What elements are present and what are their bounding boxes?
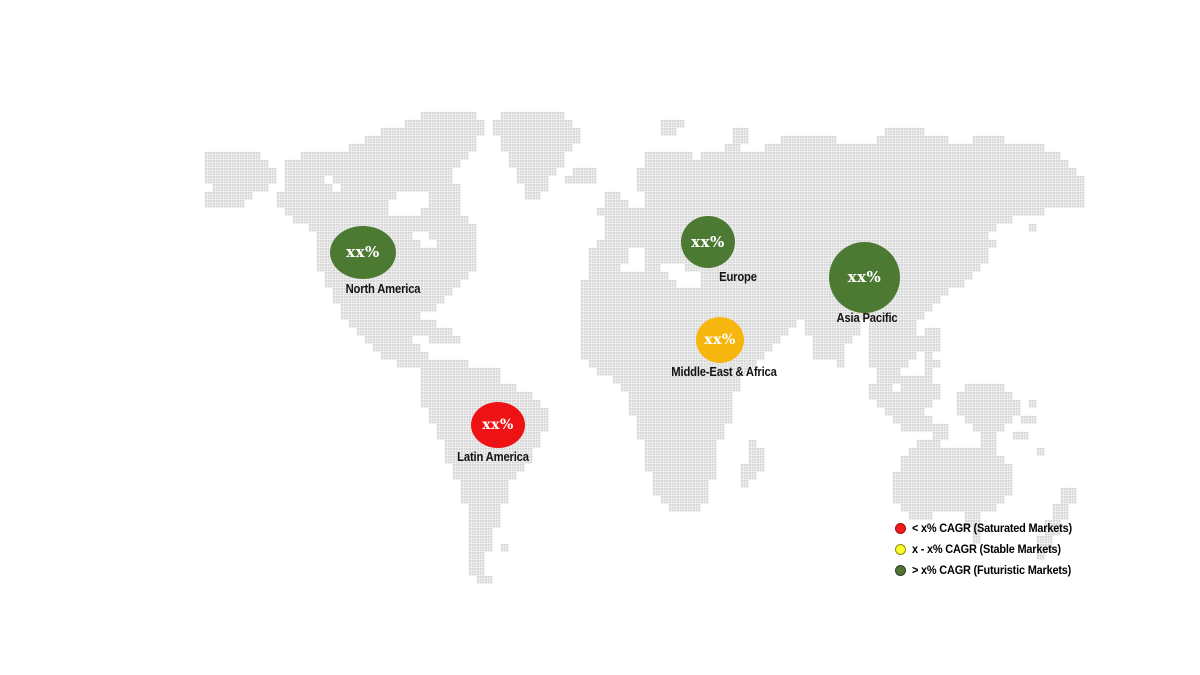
region-label-europe: Europe: [719, 270, 757, 284]
legend-item-futuristic: > x% CAGR (Futuristic Markets): [895, 564, 1080, 577]
region-label-asia-pacific: Asia Pacific: [836, 311, 898, 325]
red-dot-icon: [895, 523, 906, 534]
region-bubble-europe: xx%: [681, 216, 735, 268]
yellow-dot-icon: [895, 544, 906, 555]
region-bubble-north-america: xx%: [330, 226, 396, 279]
legend-item-saturated: < x% CAGR (Saturated Markets): [895, 522, 1080, 535]
cagr-legend: < x% CAGR (Saturated Markets) x - x% CAG…: [895, 522, 1080, 577]
region-label-latin-america: Latin America: [457, 450, 529, 464]
region-bubble-latin-america: xx%: [471, 402, 525, 448]
region-value-europe: xx%: [691, 232, 725, 251]
region-bubble-middle-east-africa: xx%: [696, 317, 744, 363]
region-value-latin-america: xx%: [482, 417, 514, 433]
legend-item-stable: x - x% CAGR (Stable Markets): [895, 543, 1080, 556]
green-dot-icon: [895, 565, 906, 576]
region-label-middle-east-africa: Middle-East & Africa: [671, 365, 777, 379]
region-value-middle-east-africa: xx%: [704, 332, 736, 348]
legend-label-stable: x - x% CAGR (Stable Markets): [912, 543, 1061, 556]
region-label-north-america: North America: [345, 282, 421, 296]
region-value-north-america: xx%: [346, 243, 380, 261]
legend-label-futuristic: > x% CAGR (Futuristic Markets): [912, 564, 1072, 577]
legend-label-saturated: < x% CAGR (Saturated Markets): [912, 522, 1072, 535]
region-bubble-asia-pacific: xx%: [829, 242, 900, 313]
region-value-asia-pacific: xx%: [847, 268, 882, 286]
